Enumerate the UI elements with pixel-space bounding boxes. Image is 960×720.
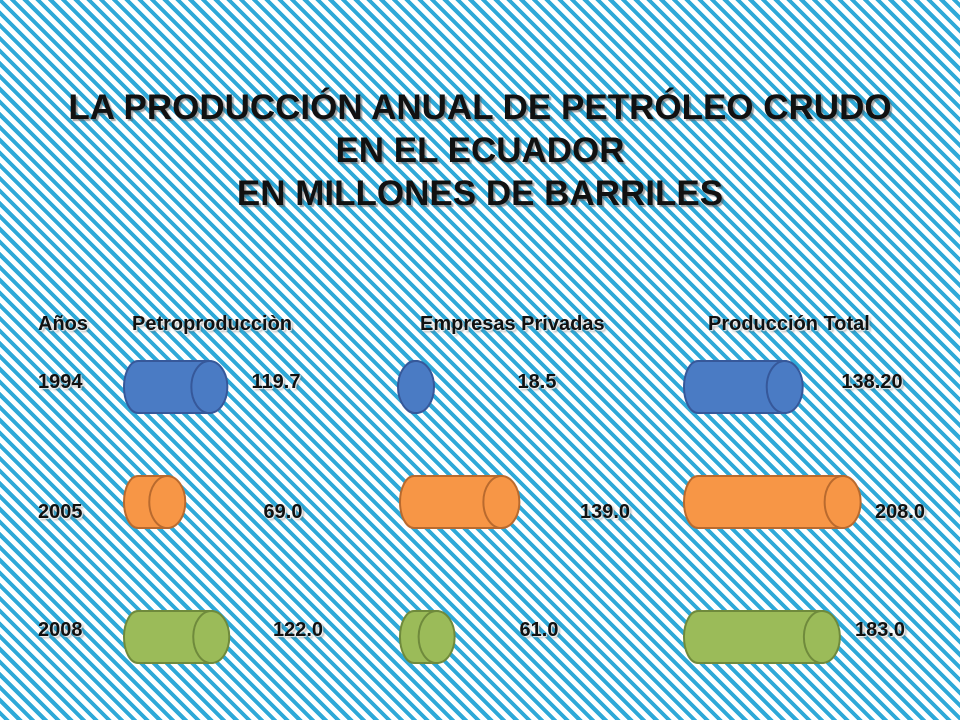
cylinder-end-cap	[765, 360, 804, 414]
cylinder-end-cap	[190, 360, 229, 414]
value-label-total-1994: 138.20	[841, 371, 903, 393]
value-label-private-1994: 18.5	[517, 371, 557, 393]
header-years: Años	[38, 313, 88, 335]
chart-title: LA PRODUCCIÓN ANUAL DE PETRÓLEO CRUDO EN…	[0, 86, 960, 215]
year-label-1994: 1994	[38, 371, 83, 393]
cylinder-end-cap	[148, 475, 187, 529]
cylinder-bar-private-1994	[397, 360, 435, 414]
cylinder-end-cap	[482, 475, 521, 529]
cylinder-bar-total-2008	[683, 610, 841, 664]
value-label-private-2005: 139.0	[579, 501, 631, 523]
value-label-petro-1994: 119.7	[251, 371, 301, 393]
title-line-2: EN EL ECUADOR	[335, 131, 625, 170]
value-label-total-2005: 208.0	[874, 501, 926, 523]
cylinder-bar-private-2008	[399, 610, 456, 664]
cylinder-bar-petro-1994	[123, 360, 229, 414]
cylinder-bar-private-2005	[399, 475, 521, 529]
cylinder-end-cap	[802, 610, 841, 664]
cylinder-end-cap	[192, 610, 231, 664]
year-label-2008: 2008	[38, 619, 83, 641]
cylinder-end-cap	[417, 610, 456, 664]
header-petroproduccion: Petroproducciòn	[132, 313, 293, 335]
value-label-petro-2008: 122.0	[272, 619, 324, 641]
header-empresas-privadas: Empresas Privadas	[420, 313, 605, 335]
value-label-petro-2005: 69.0	[263, 501, 303, 523]
year-label-2005: 2005	[38, 501, 83, 523]
value-label-private-2008: 61.0	[519, 619, 559, 641]
title-line-1: LA PRODUCCIÓN ANUAL DE PETRÓLEO CRUDO	[68, 88, 892, 127]
cylinder-bar-total-2005	[683, 475, 862, 529]
cylinder-bar-petro-2008	[123, 610, 231, 664]
cylinder-bar-petro-2005	[123, 475, 187, 529]
cylinder-end-cap	[823, 475, 862, 529]
value-label-total-2008: 183.0	[854, 619, 906, 641]
cylinder-end-cap	[397, 360, 435, 414]
cylinder-bar-total-1994	[683, 360, 804, 414]
header-produccion-total: Producción Total	[708, 313, 870, 335]
title-line-3: EN MILLONES DE BARRILES	[236, 174, 724, 213]
